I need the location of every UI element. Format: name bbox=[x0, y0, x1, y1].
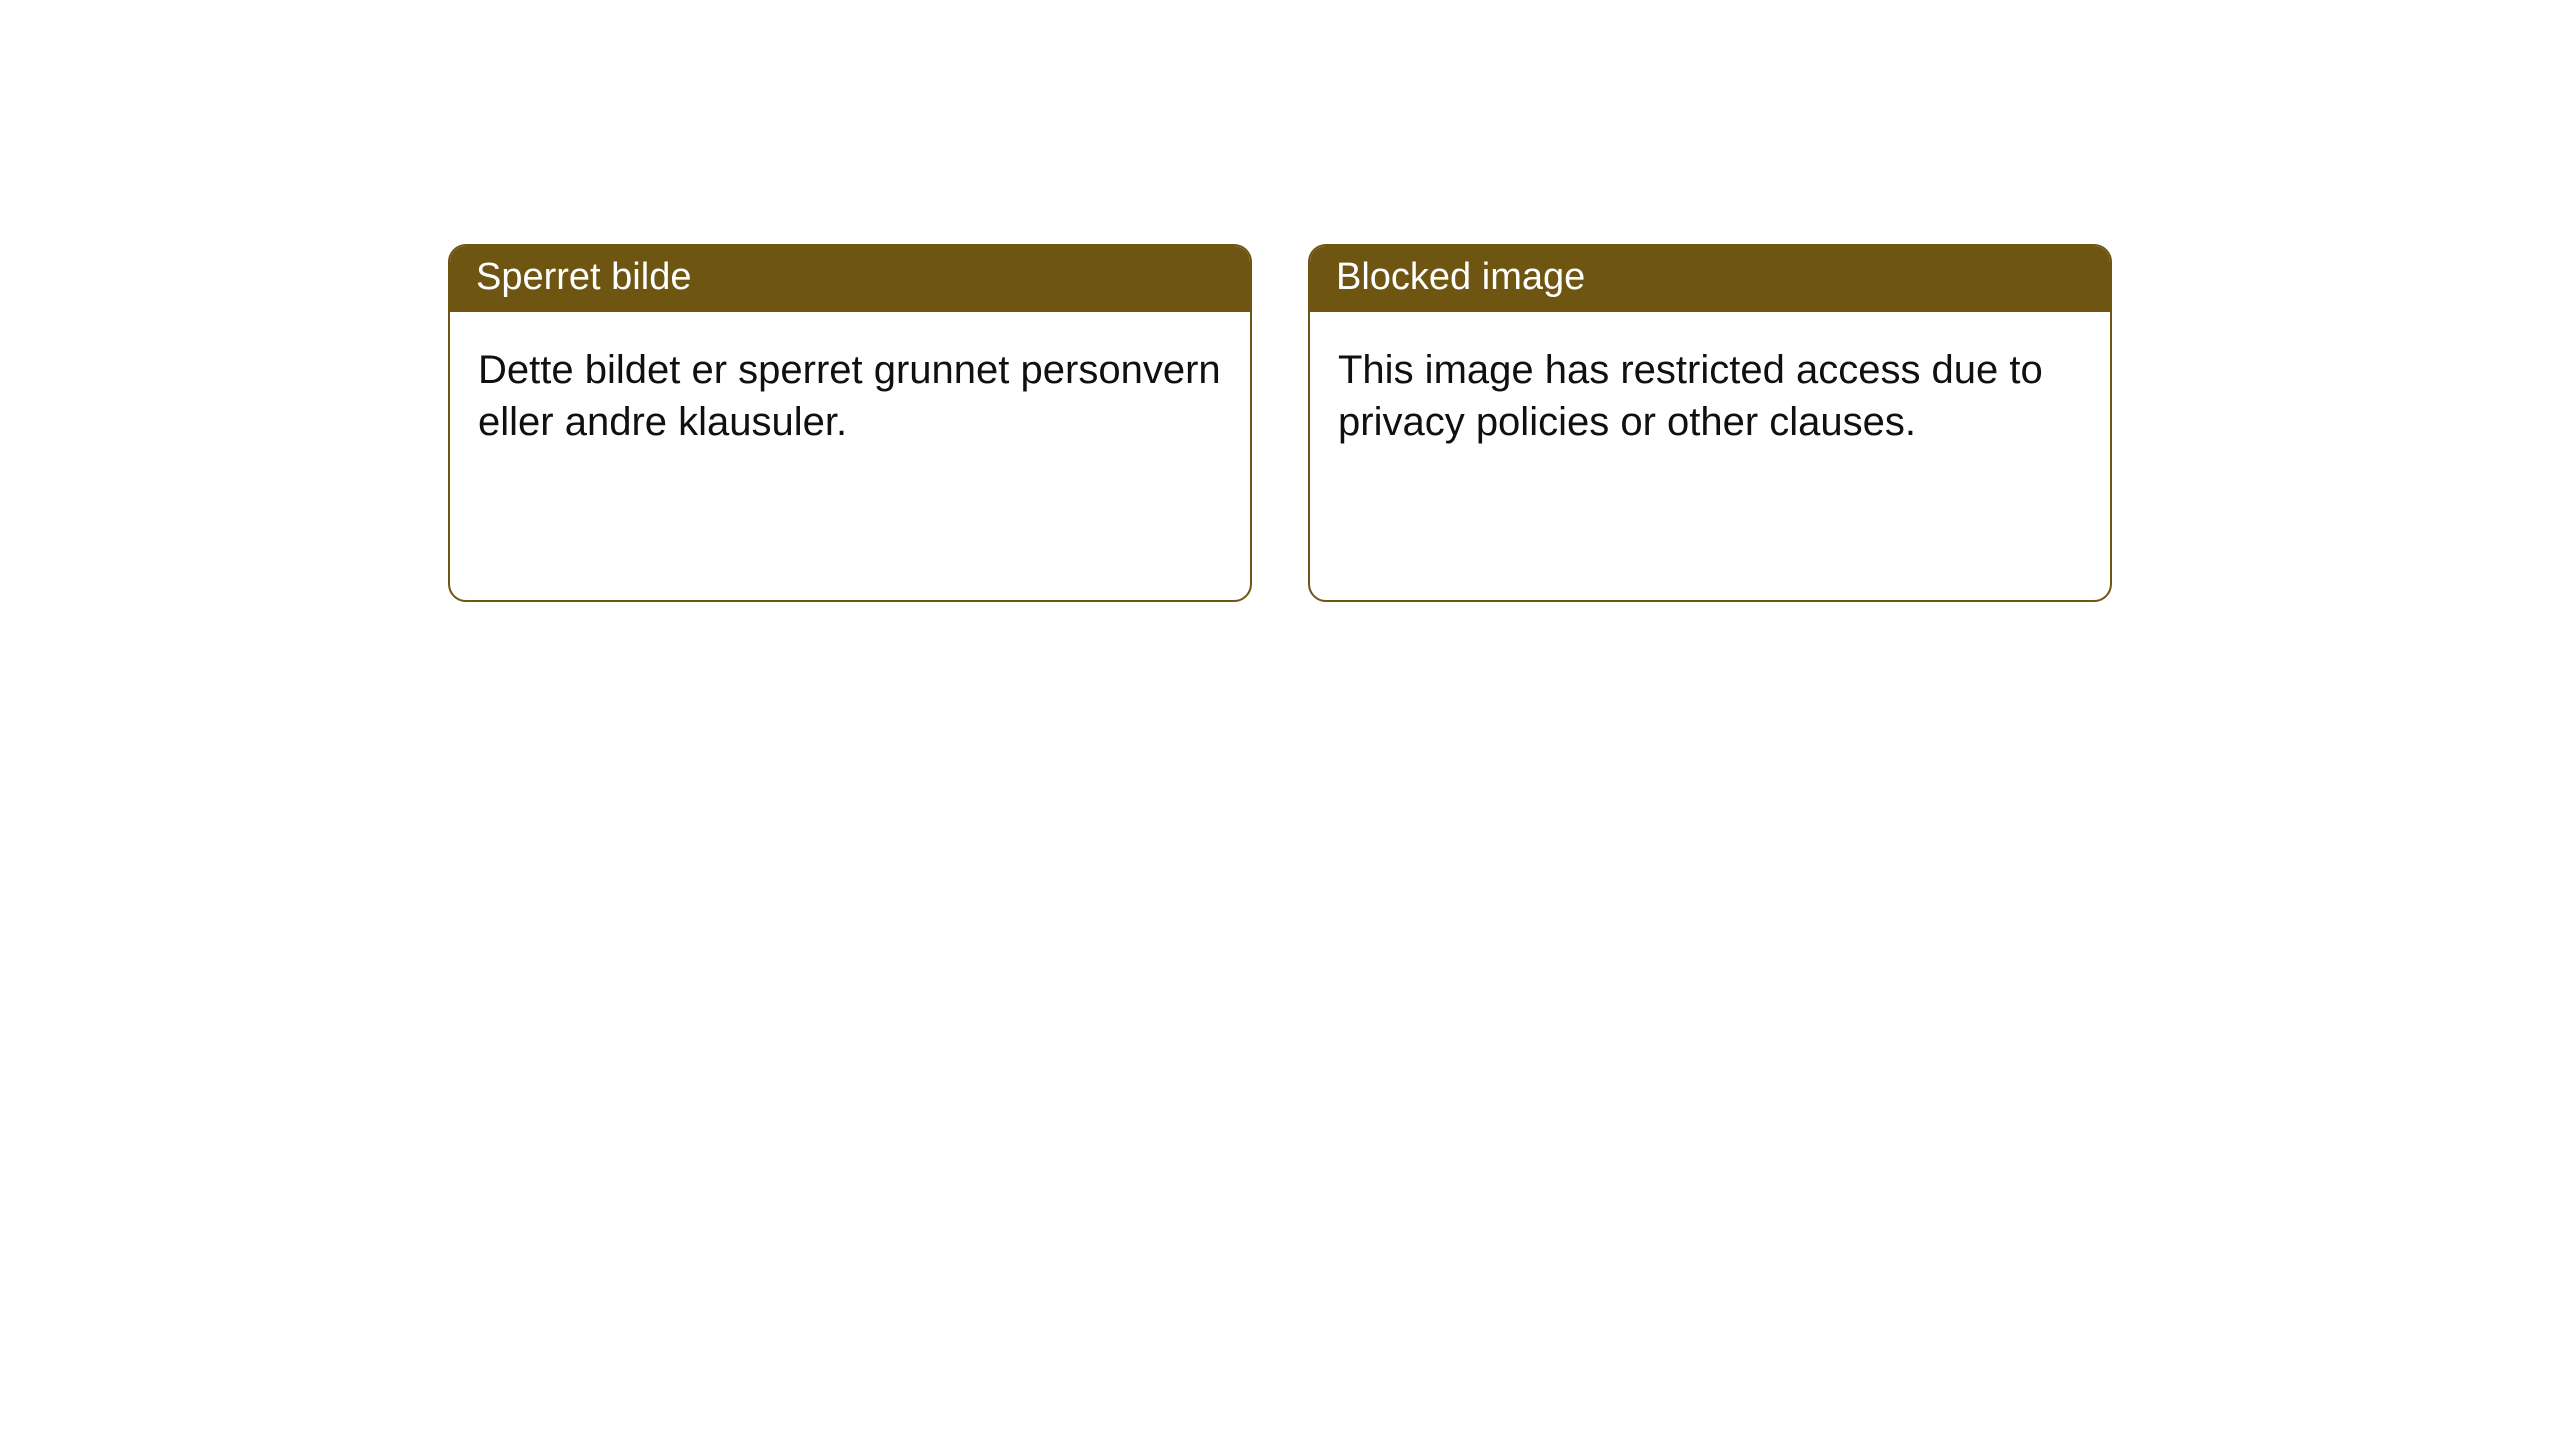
notice-card-en: Blocked image This image has restricted … bbox=[1308, 244, 2112, 602]
notice-title-no: Sperret bilde bbox=[450, 246, 1250, 312]
notice-card-no: Sperret bilde Dette bildet er sperret gr… bbox=[448, 244, 1252, 602]
notice-body-no: Dette bildet er sperret grunnet personve… bbox=[450, 312, 1250, 600]
notice-container: Sperret bilde Dette bildet er sperret gr… bbox=[0, 0, 2560, 602]
notice-body-en: This image has restricted access due to … bbox=[1310, 312, 2110, 600]
notice-title-en: Blocked image bbox=[1310, 246, 2110, 312]
